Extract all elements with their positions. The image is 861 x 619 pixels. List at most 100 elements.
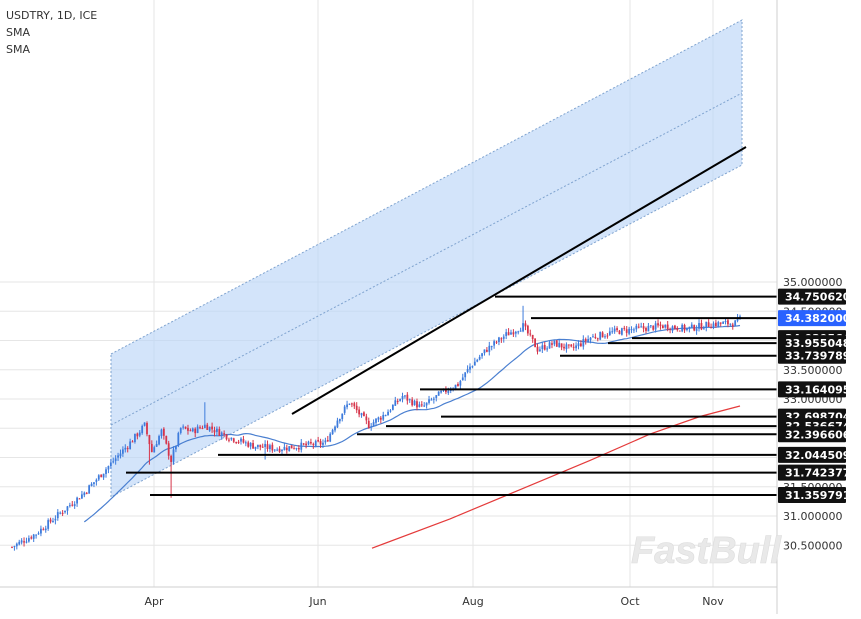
candle-body bbox=[249, 442, 252, 447]
candle bbox=[464, 372, 467, 381]
candle bbox=[524, 320, 527, 331]
candle-body bbox=[408, 399, 411, 401]
candle-body bbox=[237, 441, 240, 443]
candle-body bbox=[220, 432, 223, 436]
candle-body bbox=[686, 328, 688, 331]
candle-body bbox=[261, 446, 264, 448]
candle-body bbox=[596, 338, 599, 340]
candle bbox=[411, 397, 414, 407]
candle-body bbox=[505, 332, 508, 336]
candle-body bbox=[396, 400, 399, 402]
level-price-tag bbox=[778, 446, 846, 463]
candle bbox=[717, 320, 720, 328]
candle bbox=[177, 431, 180, 448]
candle bbox=[498, 336, 500, 346]
candle-body bbox=[18, 541, 21, 545]
candle bbox=[676, 326, 679, 332]
level-price-label: 33.739789 bbox=[785, 350, 850, 363]
level-price-tag bbox=[778, 464, 846, 481]
candle-body bbox=[266, 444, 269, 449]
candle bbox=[271, 442, 274, 453]
candle-body bbox=[719, 322, 722, 324]
candle bbox=[191, 427, 194, 433]
candle bbox=[654, 320, 657, 333]
candle bbox=[343, 404, 346, 415]
sma-fast-line bbox=[83, 324, 741, 523]
candle-body bbox=[225, 434, 228, 440]
candle-body bbox=[522, 323, 524, 332]
candle-body bbox=[476, 359, 479, 362]
candle bbox=[628, 326, 631, 336]
candle-body bbox=[710, 327, 712, 329]
level-price-label: 34.750620 bbox=[785, 291, 851, 304]
candle-body bbox=[633, 329, 635, 331]
candle bbox=[220, 431, 223, 440]
candle-body bbox=[584, 339, 587, 342]
candle-body bbox=[377, 417, 380, 420]
candle bbox=[331, 428, 334, 435]
y-tick-label: 31.000000 bbox=[783, 510, 843, 523]
candle bbox=[244, 440, 247, 447]
candle-body bbox=[560, 343, 563, 348]
candle bbox=[413, 399, 416, 406]
candle bbox=[179, 427, 182, 435]
level-price-tag bbox=[778, 335, 846, 352]
candle bbox=[473, 357, 476, 366]
candle-body bbox=[256, 444, 259, 448]
candle bbox=[203, 402, 206, 429]
candle bbox=[223, 430, 226, 437]
candle-body bbox=[606, 335, 609, 337]
candle-body bbox=[411, 399, 414, 406]
candle-body bbox=[107, 466, 110, 470]
candle bbox=[599, 331, 602, 341]
candle bbox=[572, 343, 575, 351]
candle bbox=[705, 321, 708, 332]
candle-body bbox=[399, 399, 402, 401]
candle bbox=[570, 344, 573, 348]
candle bbox=[416, 398, 418, 411]
candle-body bbox=[618, 330, 621, 335]
candle-body bbox=[211, 426, 213, 430]
candle-body bbox=[302, 443, 305, 445]
candle-body bbox=[367, 420, 370, 429]
x-tick-label: Nov bbox=[702, 595, 724, 608]
candle bbox=[678, 330, 681, 332]
candle bbox=[618, 329, 621, 335]
candle-body bbox=[314, 440, 317, 446]
candle bbox=[44, 525, 47, 533]
candle bbox=[20, 538, 23, 545]
candle bbox=[457, 382, 459, 387]
candle bbox=[729, 323, 732, 327]
candle bbox=[90, 482, 93, 487]
candle-body bbox=[11, 546, 13, 548]
candle bbox=[97, 474, 100, 482]
candle bbox=[483, 349, 486, 356]
candle bbox=[278, 446, 281, 453]
candle-body bbox=[683, 324, 686, 331]
candle bbox=[160, 428, 163, 439]
candle bbox=[121, 446, 124, 457]
candle bbox=[35, 534, 38, 539]
candle bbox=[387, 409, 389, 416]
candle-body bbox=[592, 336, 594, 338]
candle-body bbox=[85, 492, 88, 494]
candle bbox=[529, 329, 532, 337]
candle bbox=[577, 340, 580, 350]
candle bbox=[290, 445, 293, 449]
candle-body bbox=[131, 441, 134, 443]
candle bbox=[312, 442, 315, 449]
candle bbox=[565, 342, 568, 353]
candle-body bbox=[642, 326, 645, 329]
candle bbox=[206, 422, 209, 431]
candle bbox=[228, 437, 230, 443]
candle bbox=[531, 334, 534, 343]
candle-body bbox=[182, 426, 185, 428]
candle-body bbox=[175, 445, 177, 450]
candle-body bbox=[534, 338, 536, 348]
candle bbox=[698, 319, 700, 332]
candle bbox=[399, 398, 402, 402]
candle-body bbox=[259, 444, 262, 448]
candle-body bbox=[649, 325, 652, 327]
candle-body bbox=[242, 439, 245, 443]
